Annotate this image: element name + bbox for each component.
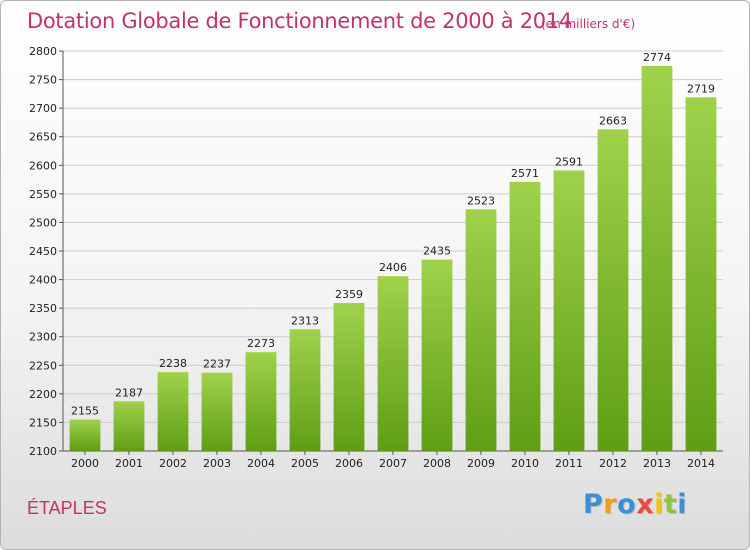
x-tick-label: 2003 — [203, 457, 231, 470]
bar — [245, 352, 277, 451]
x-tick-label: 2002 — [159, 457, 187, 470]
bar-value-label: 2155 — [71, 405, 99, 418]
bar-value-label: 2663 — [599, 114, 627, 127]
logo-letter: x — [636, 489, 655, 520]
proxiti-logo: Proxiti — [583, 489, 687, 520]
y-tick-label: 2700 — [29, 102, 57, 115]
bar — [289, 329, 321, 451]
y-tick-label: 2400 — [29, 274, 57, 287]
bar-value-label: 2238 — [159, 357, 187, 370]
y-tick-label: 2200 — [29, 388, 57, 401]
bar — [597, 129, 629, 452]
value-labels: 2155 2187 2238 2237 2273 2313 2359 2406 2435 2523… — [71, 51, 715, 418]
chart-subtitle: (en milliers d'€) — [541, 17, 636, 31]
y-tick-label: 2250 — [29, 359, 57, 372]
bar — [113, 401, 145, 451]
y-tick-label: 2800 — [29, 45, 57, 58]
x-tick-label: 2001 — [115, 457, 143, 470]
bar — [377, 276, 409, 451]
bar-value-label: 2313 — [291, 314, 319, 327]
x-tick-label: 2011 — [555, 457, 583, 470]
y-tick-label: 2500 — [29, 216, 57, 229]
y-tick-label: 2750 — [29, 74, 57, 87]
logo-letter: o — [617, 489, 637, 520]
bar-value-label: 2571 — [511, 167, 539, 180]
bar-value-label: 2774 — [643, 51, 671, 64]
y-tick-label: 2150 — [29, 416, 57, 429]
y-tick-label: 2300 — [29, 331, 57, 344]
bar-value-label: 2523 — [467, 194, 495, 207]
y-tick-label: 2100 — [29, 445, 57, 458]
bar — [465, 209, 497, 451]
x-tick-label: 2008 — [423, 457, 451, 470]
bar-value-label: 2187 — [115, 386, 143, 399]
bar — [421, 259, 453, 451]
x-tick-label: 2012 — [599, 457, 627, 470]
logo-letter: i — [677, 489, 688, 520]
x-tick-label: 2006 — [335, 457, 363, 470]
bar-value-label: 2435 — [423, 245, 451, 258]
bar — [157, 372, 189, 451]
y-tick-label: 2550 — [29, 188, 57, 201]
bar-value-label: 2273 — [247, 337, 275, 350]
logo-letter: i — [654, 489, 664, 520]
x-tick-label: 2004 — [247, 457, 275, 470]
tick-labels: 2100 2150 2200 2250 2300 2350 2400 2450 2500 2550… — [29, 45, 715, 470]
y-tick-label: 2650 — [29, 131, 57, 144]
bar-value-label: 2591 — [555, 155, 583, 168]
bar-value-label: 2237 — [203, 358, 231, 371]
x-tick-label: 2000 — [71, 457, 99, 470]
bar — [201, 372, 233, 451]
x-tick-label: 2005 — [291, 457, 319, 470]
x-tick-label: 2007 — [379, 457, 407, 470]
y-tick-label: 2450 — [29, 245, 57, 258]
bar-value-label: 2359 — [335, 288, 363, 301]
bar — [685, 97, 717, 452]
location-label: ÉTAPLES — [27, 498, 107, 518]
x-tick-label: 2009 — [467, 457, 495, 470]
bar — [333, 303, 365, 451]
bar — [641, 65, 673, 451]
bars — [69, 65, 717, 452]
y-tick-label: 2350 — [29, 302, 57, 315]
logo-letter: P — [583, 489, 604, 520]
bar-value-label: 2719 — [687, 82, 715, 95]
x-tick-label: 2013 — [643, 457, 671, 470]
y-tick-label: 2600 — [29, 159, 57, 172]
bar — [69, 419, 101, 451]
bar — [553, 170, 585, 451]
x-tick-label: 2014 — [687, 457, 715, 470]
chart-title: Dotation Globale de Fonctionnement de 20… — [27, 9, 572, 33]
logo-letter: r — [603, 489, 618, 520]
bar — [509, 181, 541, 451]
logo-letter: t — [663, 489, 678, 520]
x-tick-label: 2010 — [511, 457, 539, 470]
bar-value-label: 2406 — [379, 261, 407, 274]
